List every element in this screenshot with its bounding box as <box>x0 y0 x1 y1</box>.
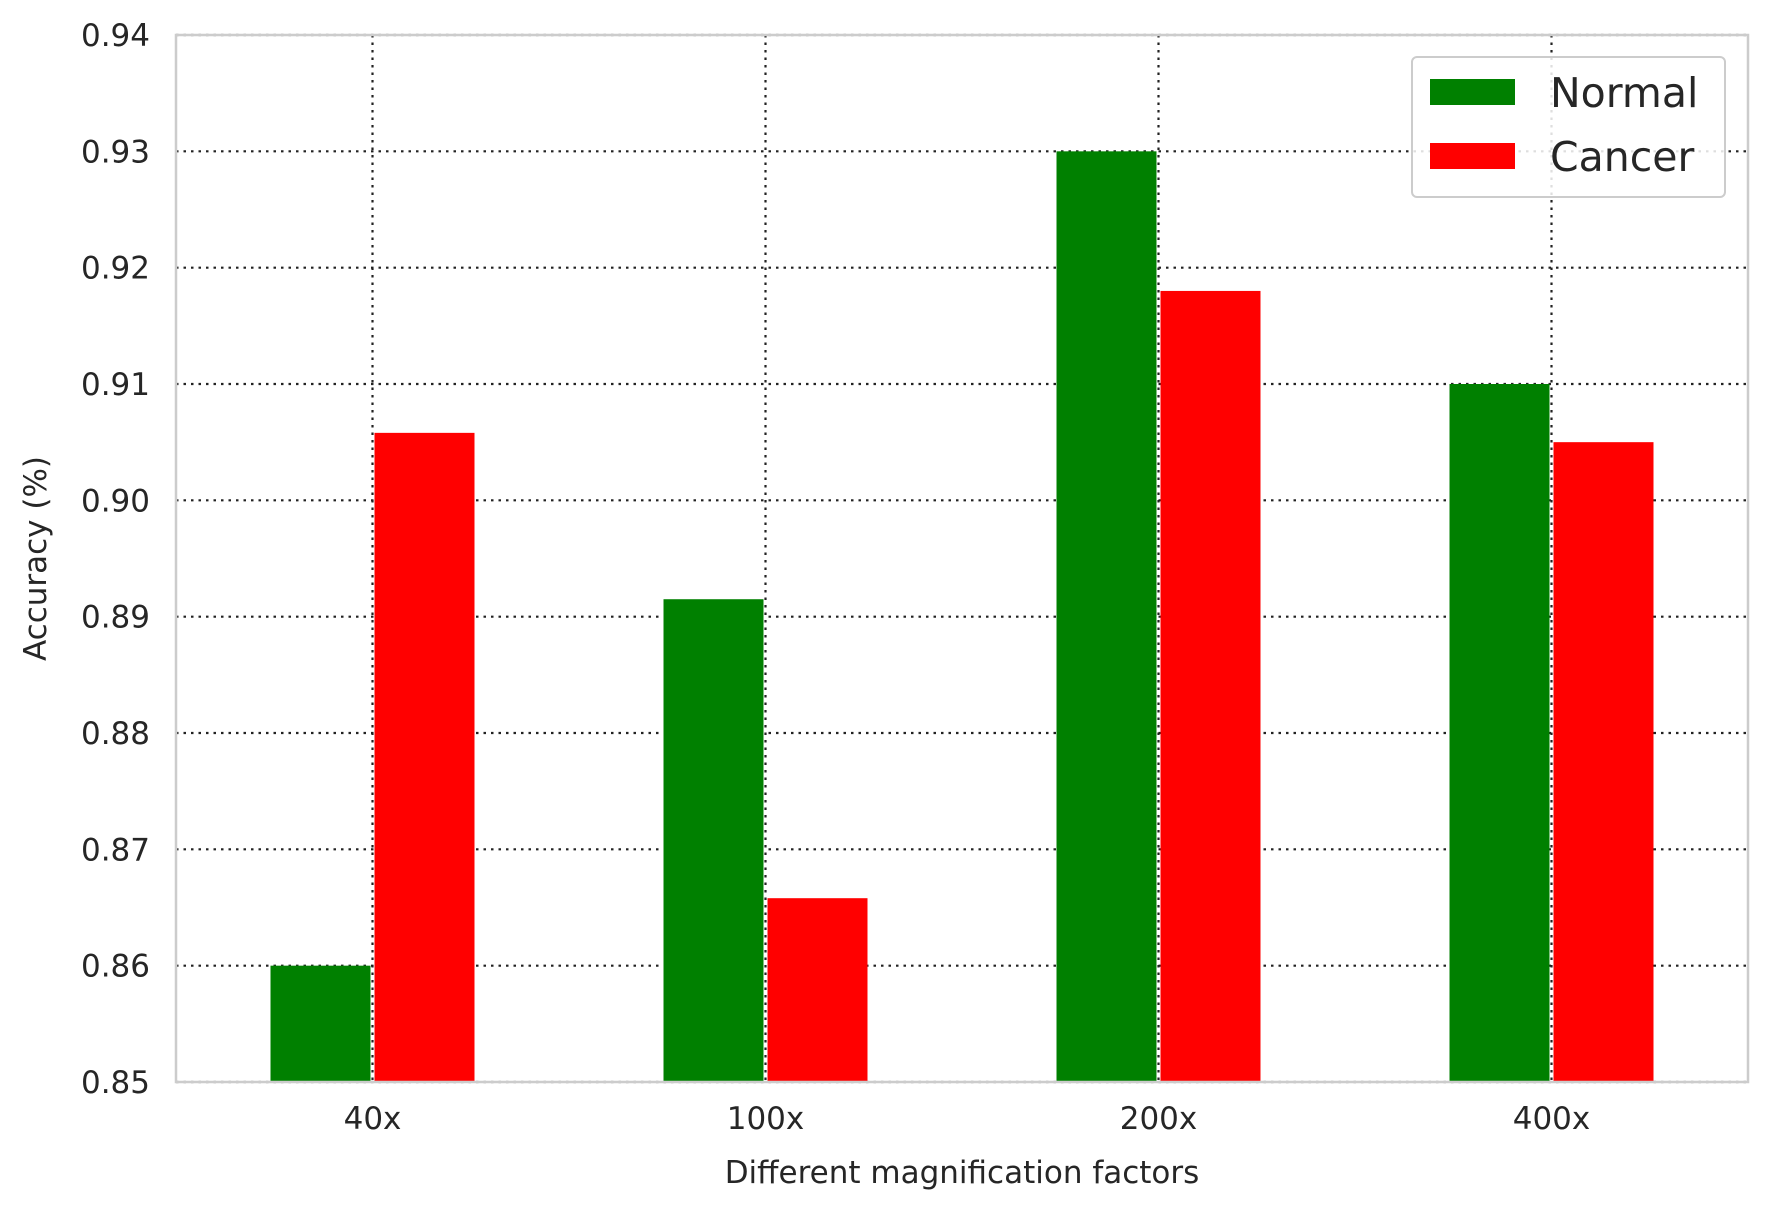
x-tick-label: 400x <box>1513 1101 1591 1137</box>
y-tick-label: 0.90 <box>81 483 150 519</box>
y-tick-label: 0.92 <box>81 251 150 287</box>
bar-cancer-200x <box>1160 290 1261 1082</box>
legend-label-normal: Normal <box>1550 69 1698 117</box>
bar-normal-40x <box>270 965 371 1082</box>
x-tick-label: 40x <box>344 1101 402 1137</box>
bar-normal-400x <box>1449 384 1550 1082</box>
legend-label-cancer: Cancer <box>1550 133 1695 181</box>
y-tick-label: 0.94 <box>81 18 150 54</box>
legend-swatch-normal <box>1430 79 1515 105</box>
legend: Normal Cancer <box>1411 56 1726 198</box>
legend-items: Normal Cancer <box>1430 69 1698 181</box>
y-tick-label: 0.91 <box>81 367 150 403</box>
bar-normal-100x <box>663 599 764 1082</box>
y-tick-label: 0.86 <box>81 949 150 985</box>
y-tick-label: 0.87 <box>81 832 150 868</box>
x-tick-label: 100x <box>727 1101 805 1137</box>
plot-frame <box>174 33 1750 1084</box>
bar-cancer-100x <box>767 898 868 1082</box>
legend-swatch-cancer <box>1430 143 1515 169</box>
bar-normal-200x <box>1056 151 1157 1083</box>
y-tick-label: 0.88 <box>81 716 150 752</box>
bar-cancer-40x <box>374 432 475 1082</box>
y-tick-label: 0.85 <box>81 1065 150 1101</box>
grid-lines <box>176 33 1748 1084</box>
x-tick-label: 200x <box>1120 1101 1198 1137</box>
bars <box>270 151 1654 1083</box>
y-tick-labels: 0.85 0.86 0.87 0.88 0.89 0.90 0.91 0.92 0.93 0.94 <box>81 18 150 1101</box>
y-tick-label: 0.93 <box>81 134 150 170</box>
x-tick-labels: 40x 100x 200x 400x <box>344 1101 1591 1137</box>
y-tick-label: 0.89 <box>81 600 150 636</box>
x-axis-title: Different magnification factors <box>725 1155 1200 1191</box>
y-axis-title: Accuracy (%) <box>18 456 54 661</box>
bar-cancer-400x <box>1553 442 1654 1083</box>
